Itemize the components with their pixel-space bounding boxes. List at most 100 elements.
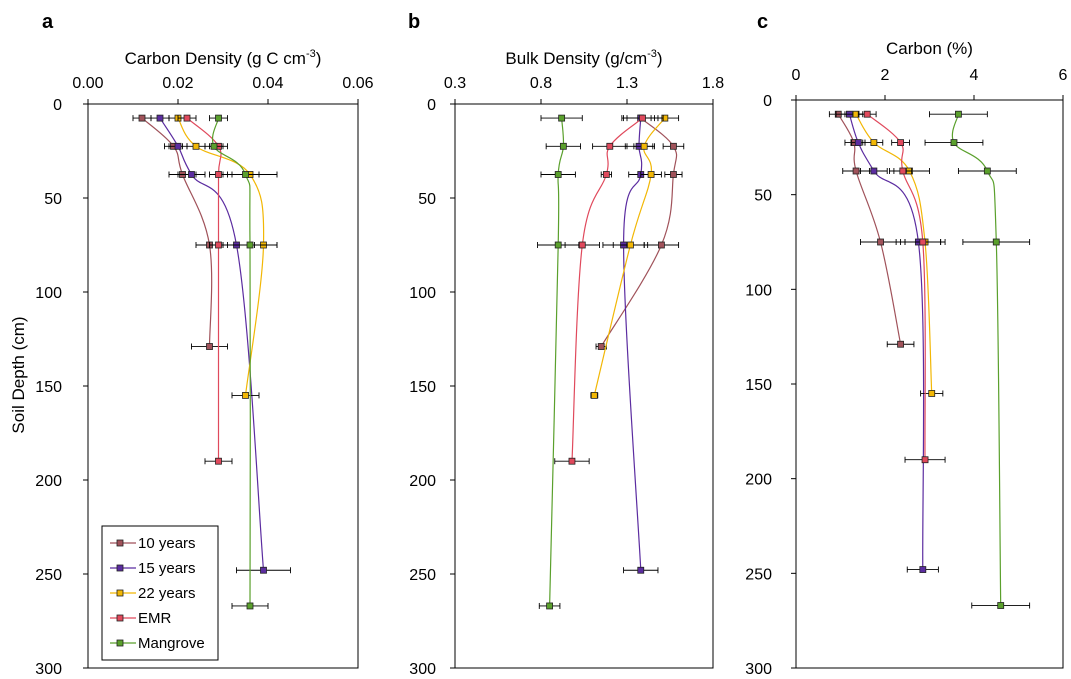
x-tick-label-c: 0 (792, 67, 801, 84)
data-point (998, 603, 1004, 609)
data-point (591, 392, 597, 398)
data-point (900, 168, 906, 174)
x-axis-title-sup-b: -3 (647, 48, 657, 60)
series-line (178, 118, 264, 395)
data-point (569, 458, 575, 464)
legend-label: 15 years (138, 560, 196, 577)
series-line (601, 118, 676, 346)
data-point (929, 390, 935, 396)
data-point (559, 115, 565, 121)
y-tick-label-a: 100 (35, 285, 62, 302)
series-emr-c (858, 111, 945, 463)
x-axis-title-tail-b: ) (657, 49, 663, 68)
legend-marker (117, 590, 123, 596)
panel-c: Carbon (%)0 2 4 6050100150200250300 (745, 39, 1067, 678)
data-point (139, 115, 145, 121)
data-point (993, 239, 999, 245)
y-tick-label-a: 50 (44, 191, 62, 208)
legend-label: Mangrove (138, 635, 205, 652)
data-point (898, 341, 904, 347)
y-tick-label-c: 50 (754, 188, 772, 205)
legend-marker (117, 540, 123, 546)
data-point (579, 242, 585, 248)
y-tick-label-b: 300 (409, 661, 436, 678)
data-point (920, 239, 926, 245)
plot-frame-c (796, 100, 1063, 668)
series-22-years-b (591, 115, 679, 398)
legend-marker (117, 565, 123, 571)
panel-letter-b: b (408, 11, 420, 33)
data-point (670, 143, 676, 149)
x-axis-title-tail-a: ) (316, 49, 322, 68)
data-point (951, 140, 957, 146)
x-axis-title-text-b: Bulk Density (g/cm (505, 49, 647, 68)
series-line (856, 114, 932, 393)
data-point (898, 140, 904, 146)
x-tick-label-b: 1.3 (616, 75, 638, 92)
legend-label: 10 years (138, 535, 196, 552)
data-point (555, 242, 561, 248)
y-tick-label-a: 200 (35, 473, 62, 490)
data-point (247, 242, 253, 248)
x-tick-label-c: 6 (1059, 67, 1068, 84)
y-tick-label-b: 0 (427, 97, 436, 114)
data-point (216, 242, 222, 248)
data-point (216, 115, 222, 121)
data-point (607, 143, 613, 149)
series-emr-b (555, 115, 663, 464)
series-emr-a (178, 115, 232, 464)
legend-label: 22 years (138, 585, 196, 602)
data-point (189, 172, 195, 178)
data-point (216, 458, 222, 464)
y-axis-label: Soil Depth (cm) (9, 316, 28, 433)
x-tick-label-c: 4 (970, 67, 979, 84)
series-line (572, 118, 642, 461)
y-tick-label-b: 200 (409, 473, 436, 490)
data-point (555, 172, 561, 178)
data-point (193, 143, 199, 149)
data-point (598, 344, 604, 350)
data-point (603, 172, 609, 178)
y-tick-label-c: 150 (745, 377, 772, 394)
x-axis-title-text-c: Carbon (%) (886, 39, 973, 58)
x-tick-label-b: 0.3 (444, 75, 466, 92)
series-10-years-c (829, 111, 914, 347)
data-point (855, 140, 861, 146)
data-point (211, 143, 217, 149)
series-mangrove-c (925, 111, 1030, 608)
data-point (878, 239, 884, 245)
data-point (984, 168, 990, 174)
legend-label: EMR (138, 610, 172, 627)
data-point (157, 115, 163, 121)
data-point (864, 111, 870, 117)
y-tick-label-b: 100 (409, 285, 436, 302)
data-point (560, 143, 566, 149)
x-tick-label-a: 0.00 (72, 75, 103, 92)
data-point (871, 140, 877, 146)
legend-marker (117, 640, 123, 646)
y-tick-label-b: 150 (409, 379, 436, 396)
x-axis-title-sup-a: -3 (306, 48, 316, 60)
y-tick-label-c: 300 (745, 661, 772, 678)
data-point (639, 115, 645, 121)
series-line (838, 114, 900, 344)
x-tick-label-c: 2 (881, 67, 890, 84)
x-axis-title-text-a: Carbon Density (g C cm (125, 49, 306, 68)
data-point (184, 115, 190, 121)
y-tick-label-b: 50 (418, 191, 436, 208)
x-tick-label-b: 0.8 (530, 75, 552, 92)
x-axis-title-b: Bulk Density (g/cm-3) (505, 48, 662, 68)
series-line (849, 114, 923, 569)
x-tick-label-a: 0.04 (252, 75, 283, 92)
data-point (261, 567, 267, 573)
data-point (658, 242, 664, 248)
x-axis-title-c: Carbon (%) (886, 39, 973, 58)
x-axis-title-a: Carbon Density (g C cm-3) (125, 48, 322, 68)
panel-letter-a: a (42, 11, 54, 33)
data-point (216, 172, 222, 178)
series-22-years-c (845, 111, 945, 396)
data-point (247, 603, 253, 609)
data-point (641, 143, 647, 149)
legend-marker (117, 615, 123, 621)
y-tick-label-a: 250 (35, 567, 62, 584)
